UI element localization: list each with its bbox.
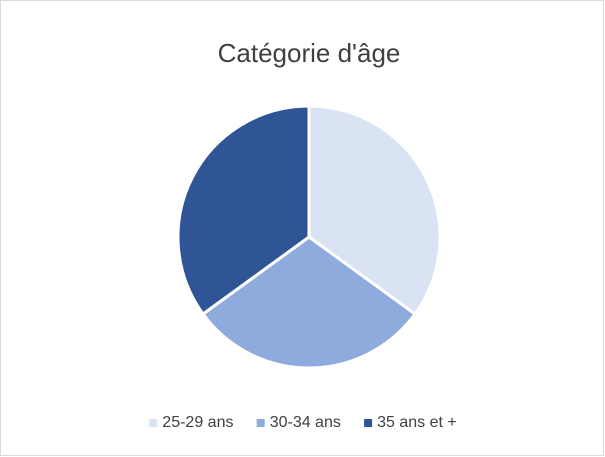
legend-swatch <box>256 419 265 427</box>
chart-title: Catégorie d'âge <box>218 38 401 68</box>
pie-slice <box>200 235 418 370</box>
legend-label: 30-34 ans <box>270 414 341 431</box>
legend-swatch <box>149 419 158 427</box>
legend-swatch <box>364 419 373 427</box>
pie-slice <box>176 104 311 317</box>
pie-slice <box>307 104 442 317</box>
legend-label: 25-29 ans <box>162 414 233 431</box>
legend-label: 35 ans et + <box>377 414 457 431</box>
